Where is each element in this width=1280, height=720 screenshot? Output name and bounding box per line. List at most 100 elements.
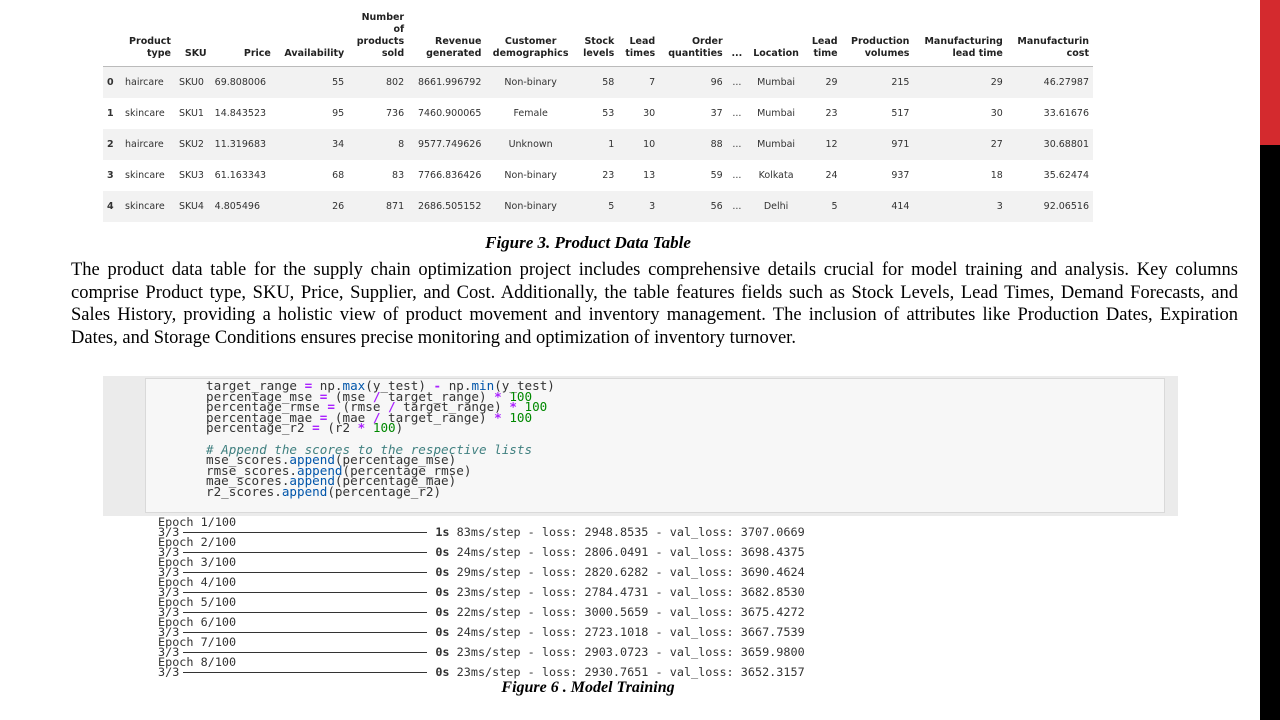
- table-cell: 88: [659, 129, 727, 160]
- table-cell: 34: [274, 129, 349, 160]
- training-log: Epoch 1/100 3/3 1s 83ms/step - loss: 2948.…: [158, 517, 1088, 683]
- step-count: 3/3: [158, 565, 180, 579]
- column-header: Customer demographics: [485, 12, 576, 67]
- table-cell: 4.805496: [210, 191, 275, 222]
- table-cell: 736: [348, 98, 409, 129]
- loss-value: loss: 2930.7651: [541, 665, 649, 679]
- row-index: 4: [103, 191, 121, 222]
- table-cell: 18: [913, 160, 1007, 191]
- epoch-label: Epoch 6/100: [158, 615, 237, 629]
- column-header: Stock levels: [575, 12, 619, 67]
- row-index: 0: [103, 66, 121, 98]
- table-cell: 69.808006: [210, 66, 275, 98]
- epoch-label: Epoch 2/100: [158, 535, 237, 549]
- epoch-time: 1s: [435, 525, 450, 539]
- epoch-time: 0s: [435, 605, 450, 619]
- column-header: Price: [210, 12, 275, 67]
- epoch-progress-line: 3/3 0s 24ms/step - loss: 2806.0491 - val_…: [158, 545, 805, 559]
- table-cell: 59: [659, 160, 727, 191]
- time-per-step: 23ms/step: [456, 645, 521, 659]
- code-cell: target_range = np.max(y_test) - np.min(y…: [145, 378, 1165, 513]
- table-cell: 30: [618, 98, 660, 129]
- table-row: 1 skincare SKU1 14.843523 95 736 7460.900065 Fe…: [103, 98, 1093, 129]
- val-loss-value: val_loss: 3682.8530: [669, 585, 805, 599]
- loss-value: loss: 2806.0491: [541, 545, 649, 559]
- epoch-progress-line: 3/3 0s 24ms/step - loss: 2723.1018 - val_…: [158, 625, 805, 639]
- val-loss-value: val_loss: 3698.4375: [669, 545, 805, 559]
- progress-bar: [183, 572, 428, 573]
- column-header: Product type: [121, 12, 175, 67]
- table-row: 3 skincare SKU3 61.163343 68 83 7766.836426 Non…: [103, 160, 1093, 191]
- progress-bar: [183, 592, 428, 593]
- table-row: 0 haircare SKU0 69.808006 55 802 8661.996792 No…: [103, 66, 1093, 98]
- accent-bar-black: [1260, 145, 1280, 720]
- time-per-step: 29ms/step: [456, 565, 521, 579]
- step-count: 3/3: [158, 645, 180, 659]
- epoch-progress-line: 3/3 0s 23ms/step - loss: 2930.7651 - val_…: [158, 665, 805, 679]
- val-loss-value: val_loss: 3675.4272: [669, 605, 805, 619]
- table-cell: haircare: [121, 129, 175, 160]
- table-cell: 96: [659, 66, 727, 98]
- table-cell: ...: [726, 129, 748, 160]
- table-cell: 971: [841, 129, 914, 160]
- val-loss-value: val_loss: 3652.3157: [669, 665, 805, 679]
- table-cell: 802: [348, 66, 409, 98]
- table-cell: Kolkata: [747, 160, 806, 191]
- progress-bar: [183, 532, 428, 533]
- step-count: 3/3: [158, 665, 180, 679]
- table-cell: ...: [726, 191, 748, 222]
- table-cell: Delhi: [747, 191, 806, 222]
- table-cell: 61.163343: [210, 160, 275, 191]
- column-header: Order quantities: [659, 12, 727, 67]
- table-cell: 215: [841, 66, 914, 98]
- column-header: Availability: [274, 12, 349, 67]
- column-header: [103, 12, 121, 67]
- table-cell: 14.843523: [210, 98, 275, 129]
- loss-value: loss: 2723.1018: [541, 625, 649, 639]
- table-cell: ...: [726, 160, 748, 191]
- table-cell: 30: [913, 98, 1007, 129]
- step-count: 3/3: [158, 545, 180, 559]
- table-cell: 35.62474: [1006, 160, 1093, 191]
- row-index: 3: [103, 160, 121, 191]
- val-loss-value: val_loss: 3690.4624: [669, 565, 805, 579]
- table-body: 0 haircare SKU0 69.808006 55 802 8661.996792 No…: [103, 66, 1093, 222]
- row-index: 1: [103, 98, 121, 129]
- epoch-progress-line: 3/3 0s 23ms/step - loss: 2784.4731 - val_…: [158, 585, 805, 599]
- table-cell: 23: [805, 98, 842, 129]
- table-cell: SKU1: [174, 98, 211, 129]
- epoch-time: 0s: [435, 565, 450, 579]
- column-header: ...: [726, 12, 748, 67]
- table-cell: haircare: [121, 66, 175, 98]
- table-cell: 2686.505152: [408, 191, 486, 222]
- column-header: Production volumes: [841, 12, 914, 67]
- table-cell: 33.61676: [1006, 98, 1093, 129]
- table-cell: 7: [618, 66, 660, 98]
- table-cell: Mumbai: [747, 98, 806, 129]
- table-cell: SKU4: [174, 191, 211, 222]
- table-cell: skincare: [121, 191, 175, 222]
- epoch-progress-line: 3/3 0s 22ms/step - loss: 3000.5659 - val_…: [158, 605, 805, 619]
- table-cell: SKU0: [174, 66, 211, 98]
- dataframe-table: Product type SKU Price Availability Number of p…: [103, 12, 1093, 222]
- column-header: Revenue generated: [408, 12, 486, 67]
- table-cell: 3: [913, 191, 1007, 222]
- time-per-step: 22ms/step: [456, 605, 521, 619]
- table-cell: SKU2: [174, 129, 211, 160]
- table-cell: 30.68801: [1006, 129, 1093, 160]
- table-header-row: Product type SKU Price Availability Number of p…: [103, 12, 1093, 67]
- table-cell: skincare: [121, 160, 175, 191]
- epoch-label: Epoch 7/100: [158, 635, 237, 649]
- time-per-step: 83ms/step: [456, 525, 521, 539]
- table-cell: 56: [659, 191, 727, 222]
- table-cell: 7460.900065: [408, 98, 486, 129]
- table-cell: Mumbai: [747, 129, 806, 160]
- epoch-label: Epoch 4/100: [158, 575, 237, 589]
- code-text: target_range = np.max(y_test) - np.min(y…: [206, 378, 555, 499]
- table-cell: 3: [618, 191, 660, 222]
- table-cell: 23: [575, 160, 619, 191]
- table-cell: 11.319683: [210, 129, 275, 160]
- epoch-label: Epoch 5/100: [158, 595, 237, 609]
- table-cell: 27: [913, 129, 1007, 160]
- table-cell: 5: [575, 191, 619, 222]
